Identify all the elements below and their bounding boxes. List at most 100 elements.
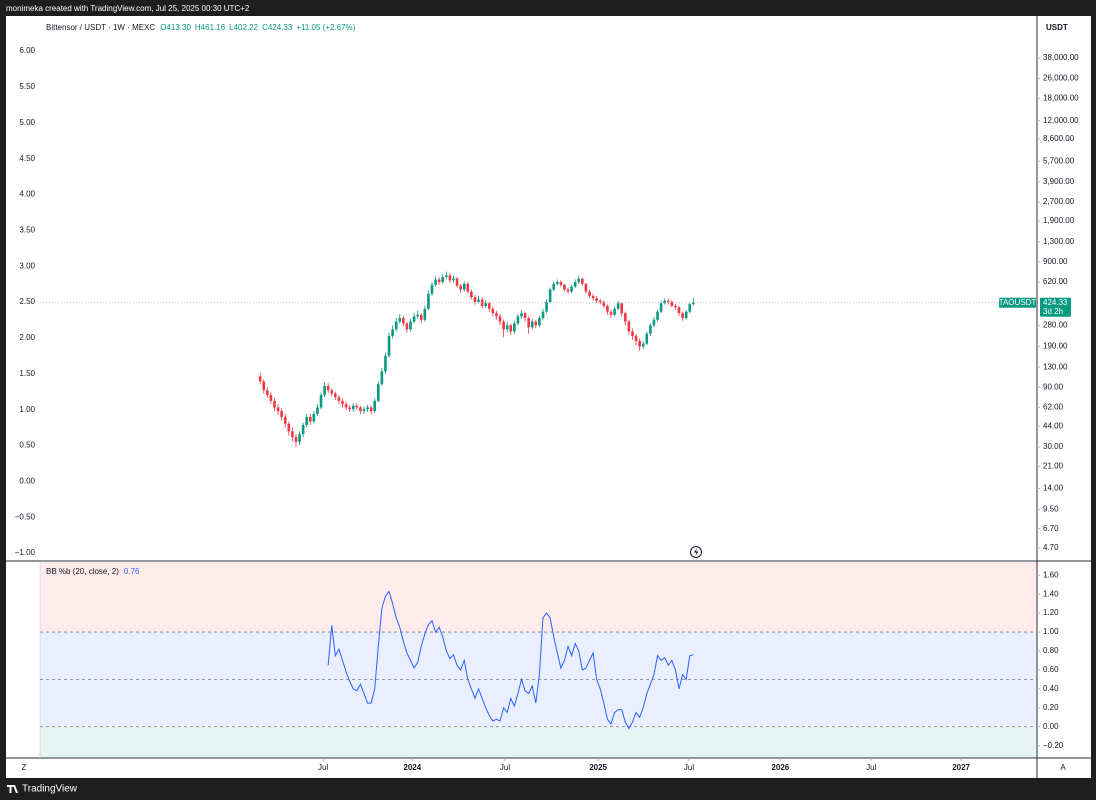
- candle-body: [566, 289, 570, 292]
- candle-body: [559, 282, 563, 285]
- y2-tick-label: 1.00: [19, 405, 35, 414]
- lightning-icon[interactable]: [690, 546, 702, 558]
- legend-value: +11.05 (+2.67%): [296, 23, 355, 32]
- y2-tick-label: 3.00: [19, 261, 35, 270]
- candle-body: [573, 282, 577, 287]
- candle-body: [362, 409, 366, 412]
- candle-body: [577, 278, 581, 283]
- y-tick-label: 5,700.00: [1043, 156, 1075, 165]
- candle-body: [581, 278, 584, 284]
- candle-body: [620, 303, 624, 314]
- candle-body: [624, 313, 627, 322]
- candle-body: [692, 302, 695, 305]
- candle-body: [631, 331, 634, 337]
- candle-body: [337, 397, 341, 401]
- candle-body: [344, 404, 348, 408]
- candle-body: [445, 275, 448, 278]
- y-tick-label: 130.00: [1043, 362, 1068, 371]
- candle-body: [616, 303, 620, 309]
- y-tick-label: 6.70: [1043, 524, 1059, 533]
- candle-body: [555, 282, 559, 284]
- scale-button[interactable]: Z: [22, 763, 27, 772]
- candle-body: [520, 313, 523, 317]
- scale-button[interactable]: A: [1060, 763, 1066, 772]
- legend-value: O413.30: [160, 23, 191, 32]
- y-tick-label: 9.50: [1043, 505, 1059, 514]
- candle-body: [355, 405, 359, 408]
- legend-value: L402.22: [229, 23, 258, 32]
- candle-body: [437, 279, 441, 283]
- chart-area: [6, 16, 1091, 778]
- candle-body: [609, 311, 613, 315]
- candle-body: [645, 333, 649, 344]
- y-tick-label: 1.60: [1043, 570, 1059, 579]
- x-tick-label: 2027: [952, 763, 970, 772]
- candle-body: [487, 303, 491, 309]
- chart-title: Bittensor / USDT · 1W · MEXC: [46, 23, 155, 32]
- candle-body: [688, 304, 692, 312]
- oversold-fill: [40, 726, 1037, 758]
- candle-body: [455, 278, 459, 286]
- candle-body: [466, 283, 470, 292]
- candle-body: [423, 308, 427, 320]
- candle-body: [480, 299, 484, 306]
- candle-body: [627, 321, 631, 332]
- candle-body: [391, 329, 394, 337]
- candle-body: [448, 275, 452, 281]
- candle-body: [441, 277, 445, 283]
- candle-body: [681, 313, 684, 319]
- y-tick-label: 26,000.00: [1043, 74, 1079, 83]
- candle-body: [430, 284, 434, 294]
- candle-body: [273, 400, 276, 408]
- x-tick-label: Jul: [684, 763, 694, 772]
- y2-tick-label: −1.00: [15, 548, 36, 557]
- y-tick-label: 62.00: [1043, 403, 1064, 412]
- candle-body: [384, 355, 387, 372]
- candle-body: [563, 284, 566, 290]
- candle-body: [666, 300, 670, 302]
- candle-body: [276, 407, 280, 412]
- y-tick-label: 0.00: [1043, 722, 1059, 731]
- candle-body: [570, 286, 573, 292]
- candle-body: [402, 318, 405, 324]
- y2-tick-label: 4.00: [19, 190, 35, 199]
- candle-body: [591, 295, 595, 299]
- candle-body: [516, 316, 520, 324]
- candle-body: [505, 325, 509, 330]
- candle-body: [513, 323, 516, 332]
- candle-body: [405, 323, 409, 330]
- bb-line: [327, 590, 694, 730]
- price-label: 424.33: [1043, 298, 1068, 307]
- y-tick-label: 3,900.00: [1043, 177, 1075, 186]
- candle-body: [348, 407, 351, 410]
- candle-body: [412, 316, 416, 322]
- candle-body: [376, 384, 380, 401]
- candle-body: [670, 301, 674, 306]
- candle-body: [319, 394, 323, 408]
- candle-body: [606, 305, 609, 312]
- candle-body: [509, 325, 513, 332]
- candle-body: [373, 400, 377, 412]
- candle-body: [258, 376, 262, 382]
- candle-body: [326, 385, 330, 391]
- y2-tick-label: 0.50: [19, 441, 35, 450]
- y-tick-label: 0.40: [1043, 684, 1059, 693]
- candle-body: [595, 298, 598, 301]
- y2-tick-label: −0.50: [15, 512, 36, 521]
- candle-body: [527, 318, 530, 328]
- indicator-value: 0.76: [124, 567, 140, 576]
- brand-logo: [7, 785, 18, 793]
- y-tick-label: 1.40: [1043, 589, 1059, 598]
- candle-body: [613, 308, 616, 315]
- candle-body: [598, 300, 602, 302]
- candle-body: [398, 318, 402, 322]
- y-tick-label: 38,000.00: [1043, 53, 1079, 62]
- candle-body: [674, 305, 677, 308]
- candle-body: [419, 314, 423, 320]
- candle-body: [323, 385, 326, 395]
- candle-body: [602, 301, 606, 306]
- y2-tick-label: 0.00: [19, 477, 35, 486]
- candle-body: [462, 283, 466, 290]
- icon-bolt[interactable]: [694, 548, 699, 556]
- y-tick-label: 30.00: [1043, 442, 1064, 451]
